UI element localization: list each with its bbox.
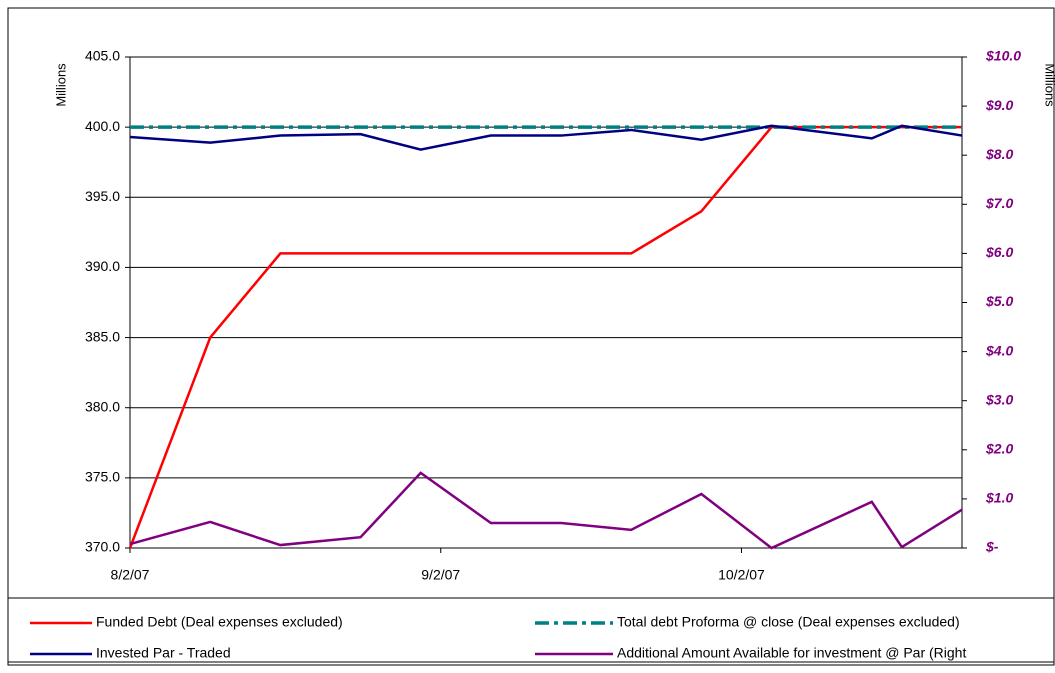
x-tick-label: 8/2/07 — [111, 567, 150, 583]
y-tick-label: 375.0 — [85, 469, 120, 485]
y-axis-label: Millions — [53, 63, 68, 107]
y-tick-label: 400.0 — [85, 118, 120, 134]
y-tick-label: 385.0 — [85, 328, 120, 344]
y2-tick-label: $6.0 — [985, 244, 1013, 260]
y2-tick-label: $8.0 — [985, 146, 1013, 162]
legend-box — [7, 597, 1055, 663]
legend-label: Additional Amount Available for investme… — [617, 645, 966, 661]
y2-tick-label: $7.0 — [985, 195, 1013, 211]
y-tick-label: 380.0 — [85, 398, 120, 414]
legend-label: Funded Debt (Deal expenses excluded) — [96, 614, 343, 630]
y2-tick-label: $4.0 — [985, 342, 1013, 358]
legend-label: Total debt Proforma @ close (Deal expens… — [617, 614, 960, 630]
y2-tick-label: $10.0 — [985, 48, 1021, 64]
y2-tick-label: $- — [985, 539, 999, 555]
y2-tick-label: $9.0 — [985, 97, 1013, 113]
y2-tick-label: $3.0 — [985, 391, 1013, 407]
y2-tick-label: $5.0 — [985, 293, 1013, 309]
x-tick-label: 10/2/07 — [718, 567, 765, 583]
y-tick-label: 395.0 — [85, 188, 120, 204]
plot-border — [129, 56, 963, 549]
series-line — [129, 124, 963, 151]
y2-axis-label: Millions — [1043, 63, 1055, 107]
y2-tick-label: $1.0 — [985, 490, 1013, 506]
y-tick-label: 390.0 — [85, 258, 120, 274]
y-tick-label: 405.0 — [85, 48, 120, 64]
legend-label: Invested Par - Traded — [96, 645, 231, 661]
chart-border — [7, 7, 1055, 666]
y-tick-label: 370.0 — [85, 539, 120, 555]
series-line — [129, 471, 963, 550]
x-tick-label: 9/2/07 — [421, 567, 460, 583]
y2-tick-label: $2.0 — [985, 441, 1013, 457]
